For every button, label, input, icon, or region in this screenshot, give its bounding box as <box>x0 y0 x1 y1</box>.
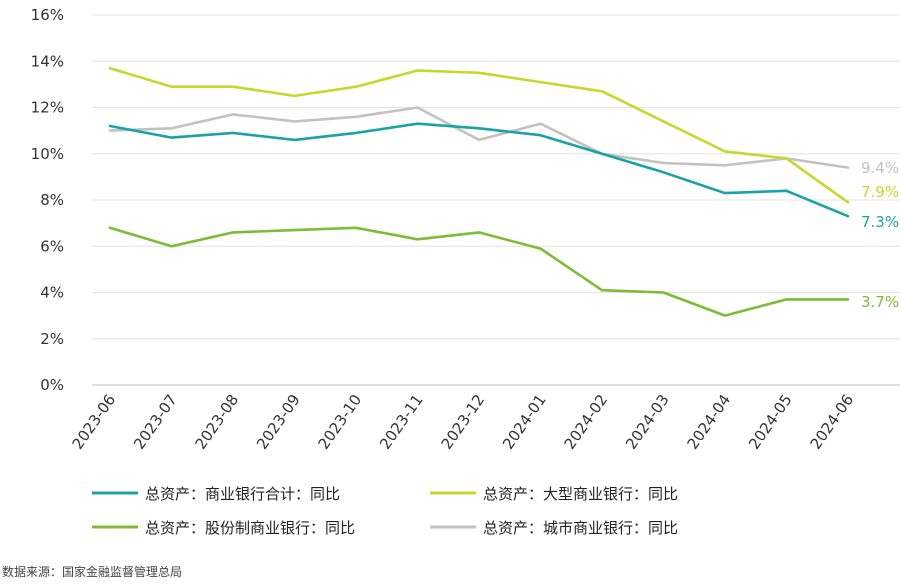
x-tick-label: 2023-11 <box>376 391 427 453</box>
y-tick-label: 10% <box>31 145 64 163</box>
y-tick-label: 8% <box>40 191 64 209</box>
y-tick-label: 2% <box>40 330 64 348</box>
series-line <box>108 106 850 169</box>
x-tick-label: 2023-08 <box>192 391 243 453</box>
gridlines <box>92 14 900 386</box>
y-tick-label: 0% <box>40 376 64 394</box>
y-tick-label: 4% <box>40 284 64 302</box>
end-labels: 7.3% 7.9% 3.7% 9.4% <box>861 159 899 311</box>
end-label: 3.7% <box>861 293 899 311</box>
y-tick-label: 16% <box>31 6 64 24</box>
end-label: 7.9% <box>861 183 899 201</box>
x-tick-label: 2023-07 <box>130 391 181 453</box>
source-note: 数据来源：国家金融监督管理总局 <box>2 565 183 579</box>
y-tick-label: 14% <box>31 52 64 70</box>
x-tick-label: 2023-12 <box>438 391 489 453</box>
series-lines <box>108 66 850 317</box>
x-tick-label: 2023-09 <box>253 391 304 453</box>
legend: 总资产：商业银行合计：同比 总资产：大型商业银行：同比总资产：股份制商业银行：同比… <box>92 485 678 537</box>
x-tick-label: 2024-02 <box>561 391 612 453</box>
x-tick-label: 2024-01 <box>499 391 550 453</box>
legend-label: 总资产：商业银行合计：同比 <box>145 485 340 503</box>
series-line <box>108 226 850 317</box>
legend-label: 总资产：大型商业银行：同比 <box>483 485 678 503</box>
legend-label: 总资产：股份制商业银行：同比 <box>145 519 355 537</box>
legend-label: 总资产：城市商业银行：同比 <box>483 519 678 537</box>
x-tick-label: 2024-04 <box>684 391 735 453</box>
y-tick-label: 12% <box>31 99 64 117</box>
x-tick-label: 2023-10 <box>315 391 366 453</box>
x-tick-label: 2024-03 <box>622 391 673 453</box>
x-tick-label: 2024-05 <box>745 391 796 453</box>
y-axis-ticks: 0% 2% 4% 6% 8% 10% 12% 14% 16% <box>31 6 64 394</box>
y-tick-label: 6% <box>40 237 64 255</box>
x-tick-label: 2023-06 <box>69 391 120 453</box>
end-label: 9.4% <box>861 159 899 177</box>
series-line <box>108 122 850 218</box>
end-label: 7.3% <box>861 213 899 231</box>
x-tick-label: 2024-06 <box>807 391 858 453</box>
x-axis-ticks: 2023-06 2023-07 2023-08 2023-09 2023-10 2023-… <box>69 391 858 453</box>
series-line <box>108 66 850 204</box>
